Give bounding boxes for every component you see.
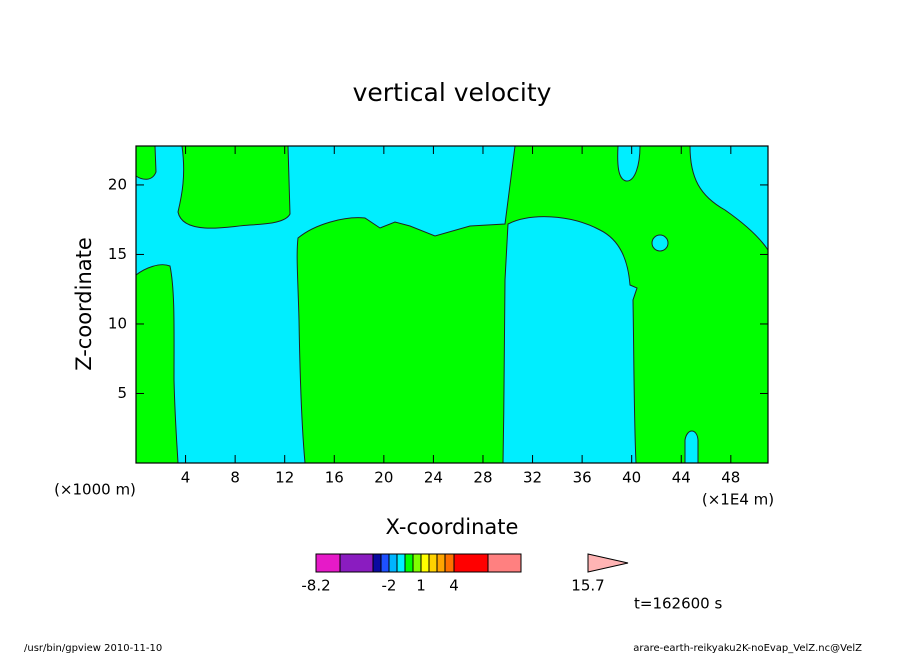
colorbar-tick-label: 4 bbox=[449, 577, 459, 595]
colorbar-tick-label: 1 bbox=[416, 577, 426, 595]
x-tick-label: 8 bbox=[230, 469, 240, 487]
colorbar-segment bbox=[388, 553, 398, 573]
x-unit-label: (×1E4 m) bbox=[702, 491, 774, 509]
colorbar-segment bbox=[428, 553, 438, 573]
x-tick-label: 28 bbox=[473, 469, 492, 487]
contour-region bbox=[617, 145, 641, 182]
y-tick-label: 20 bbox=[108, 175, 127, 193]
colorbar-tick-label: 15.7 bbox=[571, 577, 604, 595]
footer-right: arare-earth-reikyaku2K-noEvap_VelZ.nc@Ve… bbox=[633, 643, 862, 654]
x-tick-label: 4 bbox=[181, 469, 191, 487]
x-tick-label: 32 bbox=[523, 469, 542, 487]
colorbar-segment bbox=[453, 553, 489, 573]
x-tick-label: 12 bbox=[275, 469, 294, 487]
contour-region bbox=[651, 234, 669, 252]
contour-region bbox=[135, 145, 157, 180]
colorbar-segment bbox=[315, 553, 341, 573]
colorbar-segment bbox=[436, 553, 446, 573]
x-tick-label: 48 bbox=[721, 469, 740, 487]
y-tick-label: 10 bbox=[108, 314, 127, 332]
plot-frame bbox=[135, 145, 769, 464]
x-axis-title: X-coordinate bbox=[386, 515, 519, 539]
colorbar-tick-label: -2 bbox=[382, 577, 397, 595]
time-label: t=162600 s bbox=[634, 595, 722, 613]
x-tick-label: 44 bbox=[672, 469, 691, 487]
contour-region bbox=[684, 430, 699, 464]
footer-left: /usr/bin/gpview 2010-11-10 bbox=[24, 643, 162, 654]
chart-title: vertical velocity bbox=[353, 78, 552, 107]
colorbar-segment bbox=[404, 553, 414, 573]
colorbar-segment bbox=[396, 553, 406, 573]
colorbar-segment bbox=[487, 553, 522, 573]
colorbar-segment bbox=[339, 553, 374, 573]
colorbar-segment bbox=[380, 553, 390, 573]
y-axis-title: Z-coordinate bbox=[72, 237, 96, 371]
contour-region bbox=[689, 145, 769, 252]
x-tick-label: 40 bbox=[622, 469, 641, 487]
x-tick-label: 20 bbox=[374, 469, 393, 487]
x-tick-label: 24 bbox=[424, 469, 443, 487]
contour-region bbox=[502, 216, 638, 464]
contour-field bbox=[135, 145, 769, 464]
contour-region bbox=[135, 264, 179, 464]
x-tick-label: 16 bbox=[325, 469, 344, 487]
colorbar-tick-label: -8.2 bbox=[301, 577, 330, 595]
y-tick-label: 15 bbox=[108, 245, 127, 263]
colorbar-segment bbox=[372, 553, 382, 573]
contour-region bbox=[177, 145, 291, 229]
y-tick-label: 5 bbox=[117, 384, 127, 402]
colorbar-segment bbox=[420, 553, 430, 573]
colorbar-segment bbox=[412, 553, 422, 573]
colorbar-extension bbox=[587, 553, 629, 573]
x-tick-label: 36 bbox=[573, 469, 592, 487]
x-unit-label: (×1000 m) bbox=[54, 481, 136, 499]
colorbar-segment bbox=[444, 553, 455, 573]
